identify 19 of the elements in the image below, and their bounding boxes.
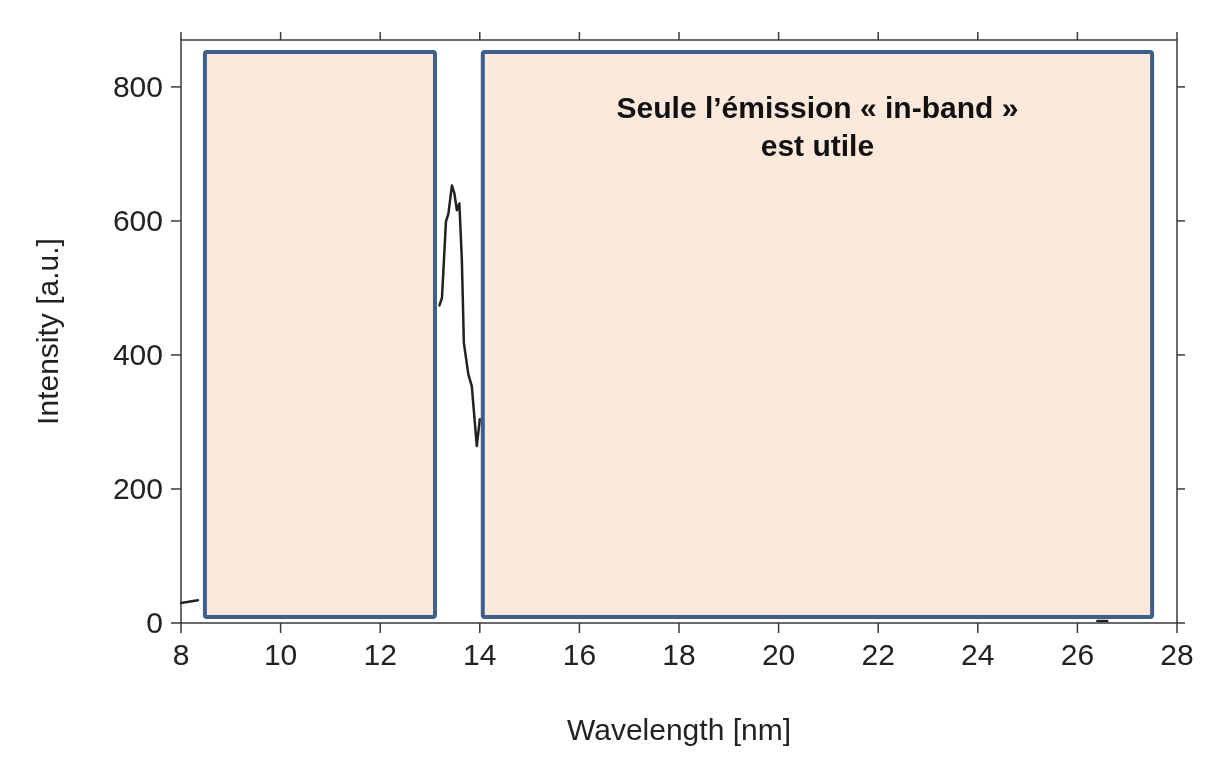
x-axis-title: Wavelength [nm] bbox=[567, 713, 791, 746]
y-tick-label: 0 bbox=[146, 606, 163, 639]
x-tick-label: 16 bbox=[562, 638, 597, 671]
y-tick-label: 800 bbox=[112, 69, 163, 103]
y-tick-label: 400 bbox=[112, 337, 163, 371]
x-tick-label: 18 bbox=[662, 638, 696, 671]
y-tick-label: 200 bbox=[112, 471, 163, 505]
band-label: Seule l’émission « in-band » est utile bbox=[616, 91, 1019, 162]
x-tick-label: 20 bbox=[761, 638, 796, 671]
x-tick-label: 8 bbox=[172, 638, 190, 671]
y-tick-label: 600 bbox=[112, 203, 163, 237]
x-tick-label: 10 bbox=[263, 638, 298, 671]
x-tick-label: 28 bbox=[1160, 638, 1194, 671]
x-tick-label: 22 bbox=[861, 638, 895, 671]
x-tick-label: 12 bbox=[363, 638, 397, 671]
x-tick-label: 14 bbox=[463, 638, 497, 671]
x-tick-label: 24 bbox=[961, 638, 995, 671]
y-axis-title: Intensity [a.u.] bbox=[31, 238, 64, 425]
x-tick-label: 26 bbox=[1060, 638, 1095, 671]
